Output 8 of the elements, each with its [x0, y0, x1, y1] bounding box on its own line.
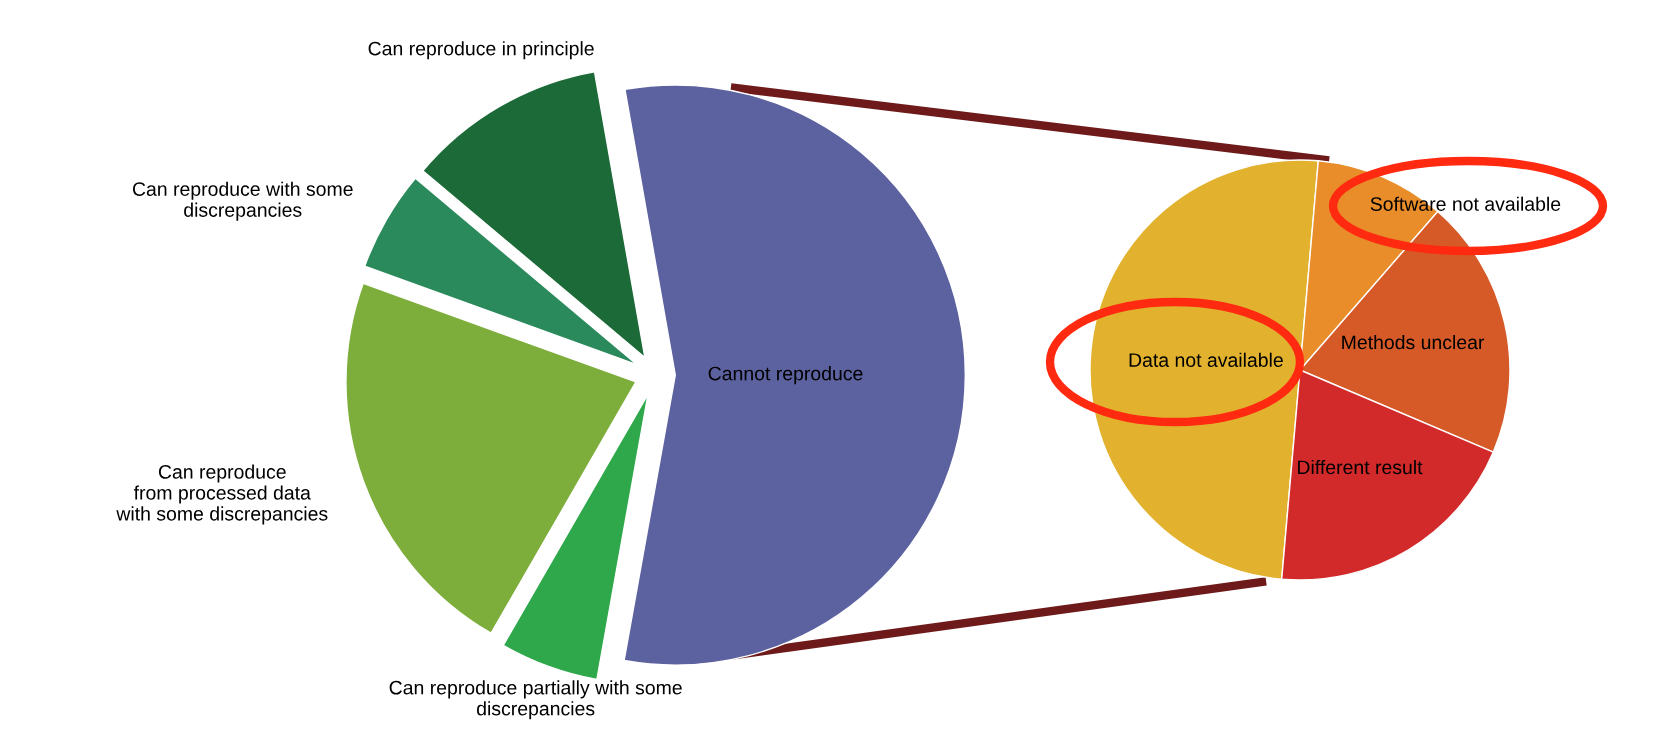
slice-label: Can reproduce in principle: [368, 41, 594, 60]
slice-label: Can reproduce from processed data with some discrepancies: [116, 464, 328, 525]
slice-label: Different result: [1298, 459, 1423, 475]
slice-label: Can reproduce with some discrepancies: [132, 181, 353, 221]
slice-label: Cannot reproduce: [708, 366, 863, 385]
slice-label: Methods unclear: [1342, 334, 1485, 350]
slice-label: Data not available: [1129, 352, 1283, 367]
slice-label: Can reproduce partially with some discrepancies: [389, 680, 682, 720]
